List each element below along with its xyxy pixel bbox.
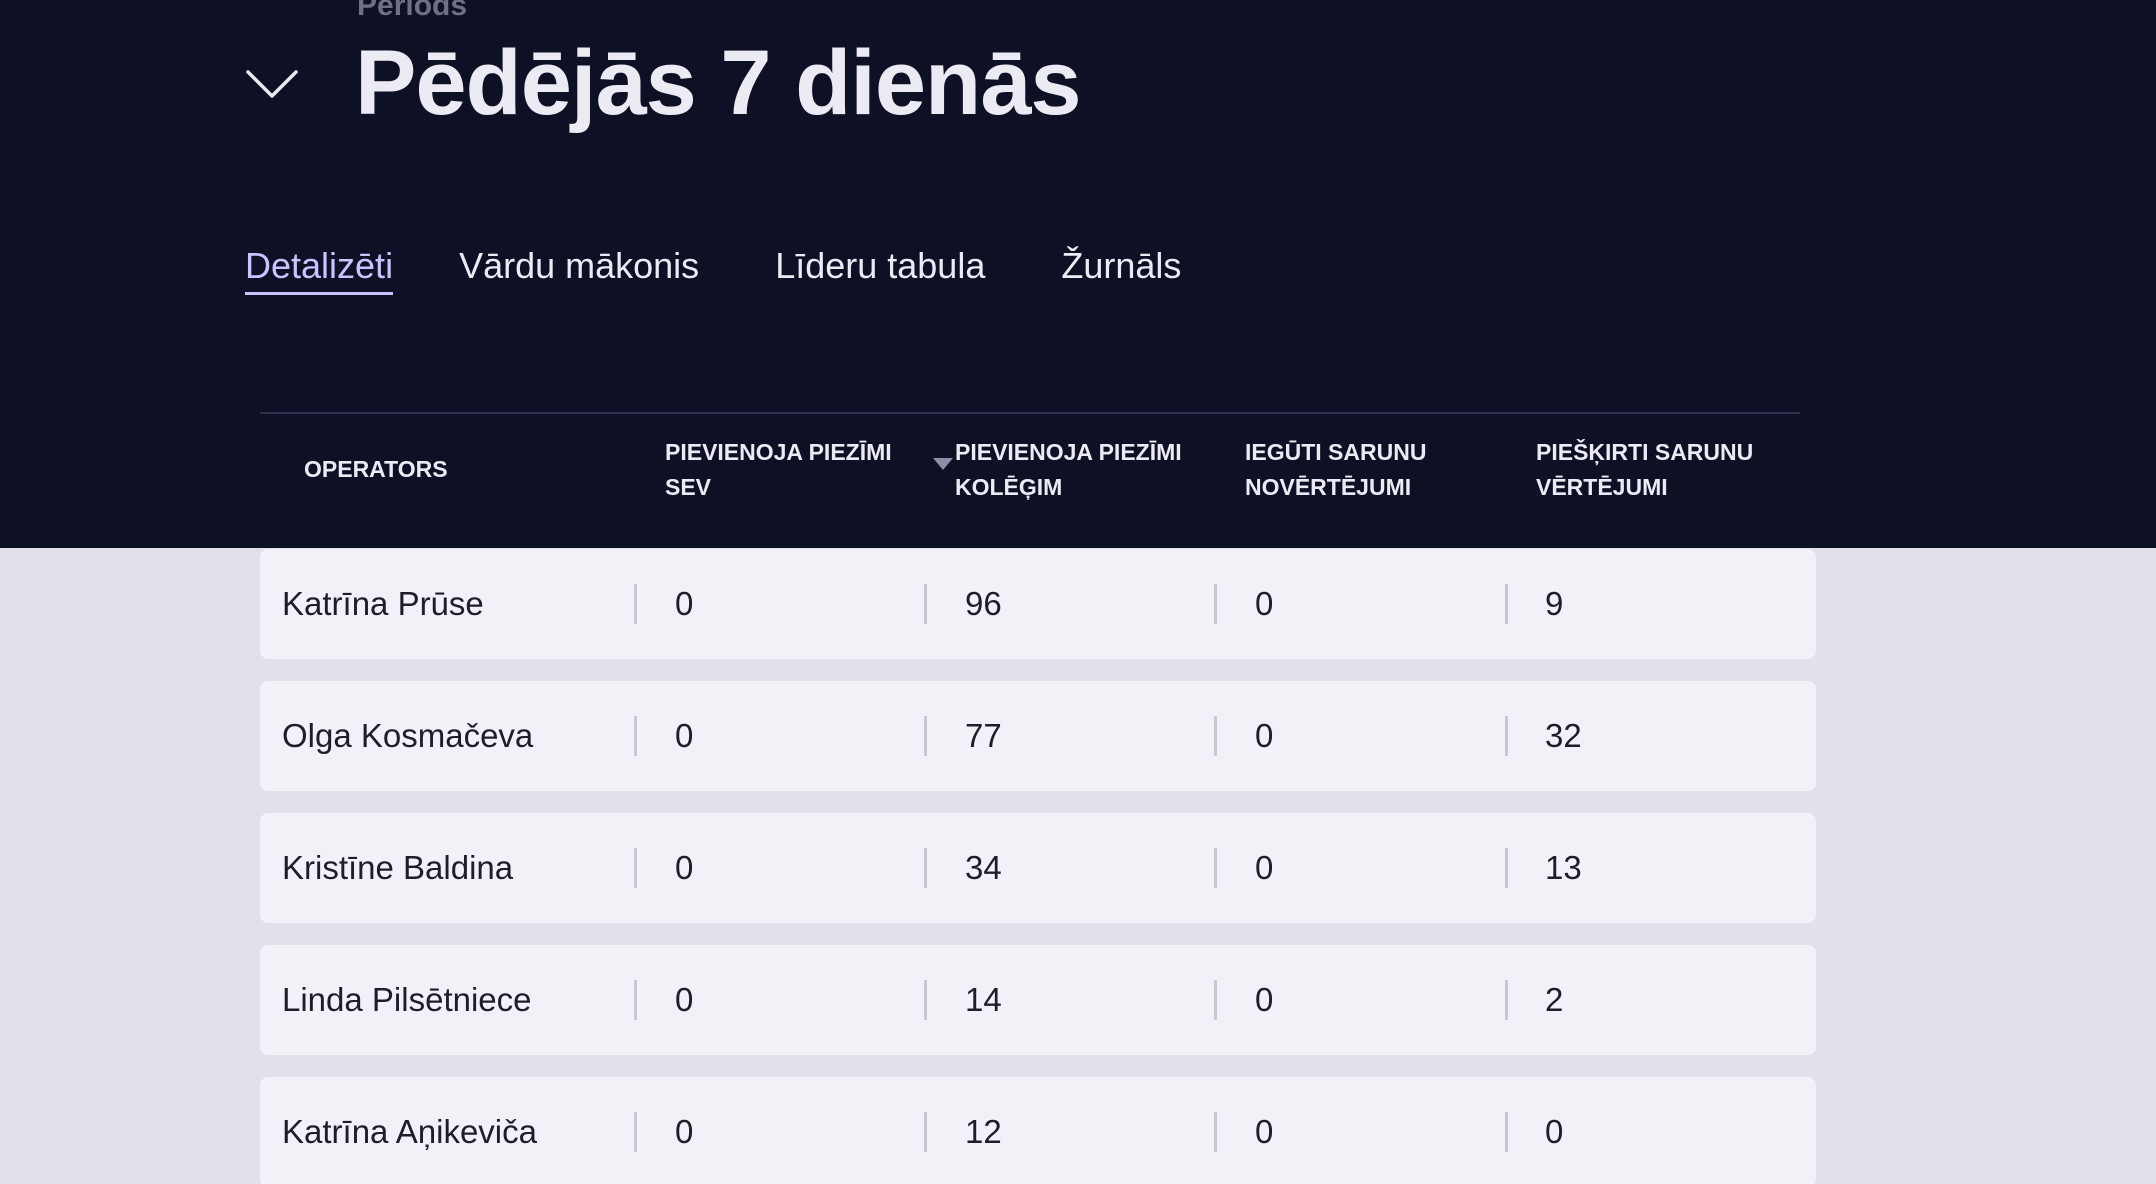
table-divider: [260, 412, 1800, 414]
column-separator: [634, 848, 637, 888]
chevron-down-icon[interactable]: [244, 66, 300, 102]
operator-name: Katrīna Prūse: [282, 585, 484, 622]
column-header-label: PIEVIENOJA PIEZĪMI: [955, 439, 1182, 465]
notes-colleague-value: 14: [965, 981, 1002, 1018]
notes-self-value: 0: [675, 1113, 694, 1150]
column-separator: [1214, 716, 1217, 756]
operator-name: Kristīne Baldina: [282, 849, 514, 886]
table-row[interactable]: Kristīne Baldina 0 34 0 13: [260, 813, 1816, 923]
column-header-label: VĒRTĒJUMI: [1536, 474, 1668, 500]
period-label: Periods: [357, 0, 468, 22]
header: Periods Pēdējās 7 dienās Detalizēti Vārd…: [0, 0, 2156, 548]
column-separator: [1214, 848, 1217, 888]
column-header-notes-self[interactable]: PIEVIENOJA PIEZĪMI SEV: [665, 435, 892, 505]
notes-self-value: 0: [675, 717, 694, 754]
tab-log[interactable]: Žurnāls: [1061, 245, 1182, 286]
column-separator: [924, 716, 927, 756]
ratings-given-value: 9: [1545, 585, 1564, 622]
operator-name: Katrīna Aņikeviča: [282, 1113, 537, 1150]
column-separator: [924, 848, 927, 888]
column-separator: [1505, 1112, 1508, 1152]
column-header-label: PIEVIENOJA PIEZĪMI: [665, 439, 892, 465]
notes-colleague-value: 96: [965, 585, 1002, 622]
tab-word-cloud[interactable]: Vārdu mākonis: [459, 245, 700, 286]
column-separator: [1505, 716, 1508, 756]
ratings-received-value: 0: [1255, 1113, 1274, 1150]
notes-colleague-value: 77: [965, 717, 1002, 754]
table-row[interactable]: Olga Kosmačeva 0 77 0 32: [260, 681, 1816, 791]
column-separator: [634, 716, 637, 756]
column-separator: [1214, 1112, 1217, 1152]
table-row[interactable]: Linda Pilsētniece 0 14 0 2: [260, 945, 1816, 1055]
column-header-label: KOLĒĢIM: [955, 474, 1063, 500]
column-header-notes-colleague[interactable]: PIEVIENOJA PIEZĪMI KOLĒĢIM: [955, 435, 1182, 505]
ratings-received-value: 0: [1255, 585, 1274, 622]
ratings-received-value: 0: [1255, 717, 1274, 754]
ratings-given-value: 0: [1545, 1113, 1564, 1150]
operator-name: Olga Kosmačeva: [282, 717, 534, 754]
column-header-label: IEGŪTI SARUNU: [1245, 439, 1427, 465]
column-header-label: NOVĒRTĒJUMI: [1245, 474, 1412, 500]
table-row[interactable]: Katrīna Aņikeviča 0 12 0 0: [260, 1077, 1816, 1184]
notes-colleague-value: 34: [965, 849, 1002, 886]
notes-self-value: 0: [675, 849, 694, 886]
ratings-given-value: 2: [1545, 981, 1564, 1018]
column-header-operator[interactable]: OPERATORS: [304, 452, 448, 487]
column-separator: [924, 1112, 927, 1152]
notes-self-value: 0: [675, 981, 694, 1018]
table-row[interactable]: Katrīna Prūse 0 96 0 9: [260, 549, 1816, 659]
column-header-ratings-given[interactable]: PIEŠĶIRTI SARUNU VĒRTĒJUMI: [1536, 435, 1753, 505]
column-separator: [634, 980, 637, 1020]
ratings-received-value: 0: [1255, 981, 1274, 1018]
column-separator: [634, 584, 637, 624]
ratings-given-value: 32: [1545, 717, 1582, 754]
column-separator: [1214, 584, 1217, 624]
ratings-given-value: 13: [1545, 849, 1582, 886]
column-separator: [924, 980, 927, 1020]
column-header-label: OPERATORS: [304, 456, 448, 482]
sort-descending-icon[interactable]: [933, 458, 953, 470]
column-separator: [1505, 980, 1508, 1020]
tab-leaderboard[interactable]: Līderu tabula: [775, 245, 986, 286]
column-separator: [634, 1112, 637, 1152]
column-header-label: SEV: [665, 474, 712, 500]
notes-self-value: 0: [675, 585, 694, 622]
column-header-ratings-received[interactable]: IEGŪTI SARUNU NOVĒRTĒJUMI: [1245, 435, 1426, 505]
tab-bar: Detalizēti Vārdu mākonis Līderu tabula Ž…: [245, 244, 1257, 300]
column-separator: [924, 584, 927, 624]
column-separator: [1214, 980, 1217, 1020]
period-title[interactable]: Pēdējās 7 dienās: [355, 32, 1082, 134]
operator-name: Linda Pilsētniece: [282, 981, 532, 1018]
ratings-received-value: 0: [1255, 849, 1274, 886]
column-header-label: PIEŠĶIRTI SARUNU: [1536, 439, 1754, 465]
column-separator: [1505, 848, 1508, 888]
column-separator: [1505, 584, 1508, 624]
notes-colleague-value: 12: [965, 1113, 1002, 1150]
tab-detailed[interactable]: Detalizēti: [245, 244, 394, 295]
